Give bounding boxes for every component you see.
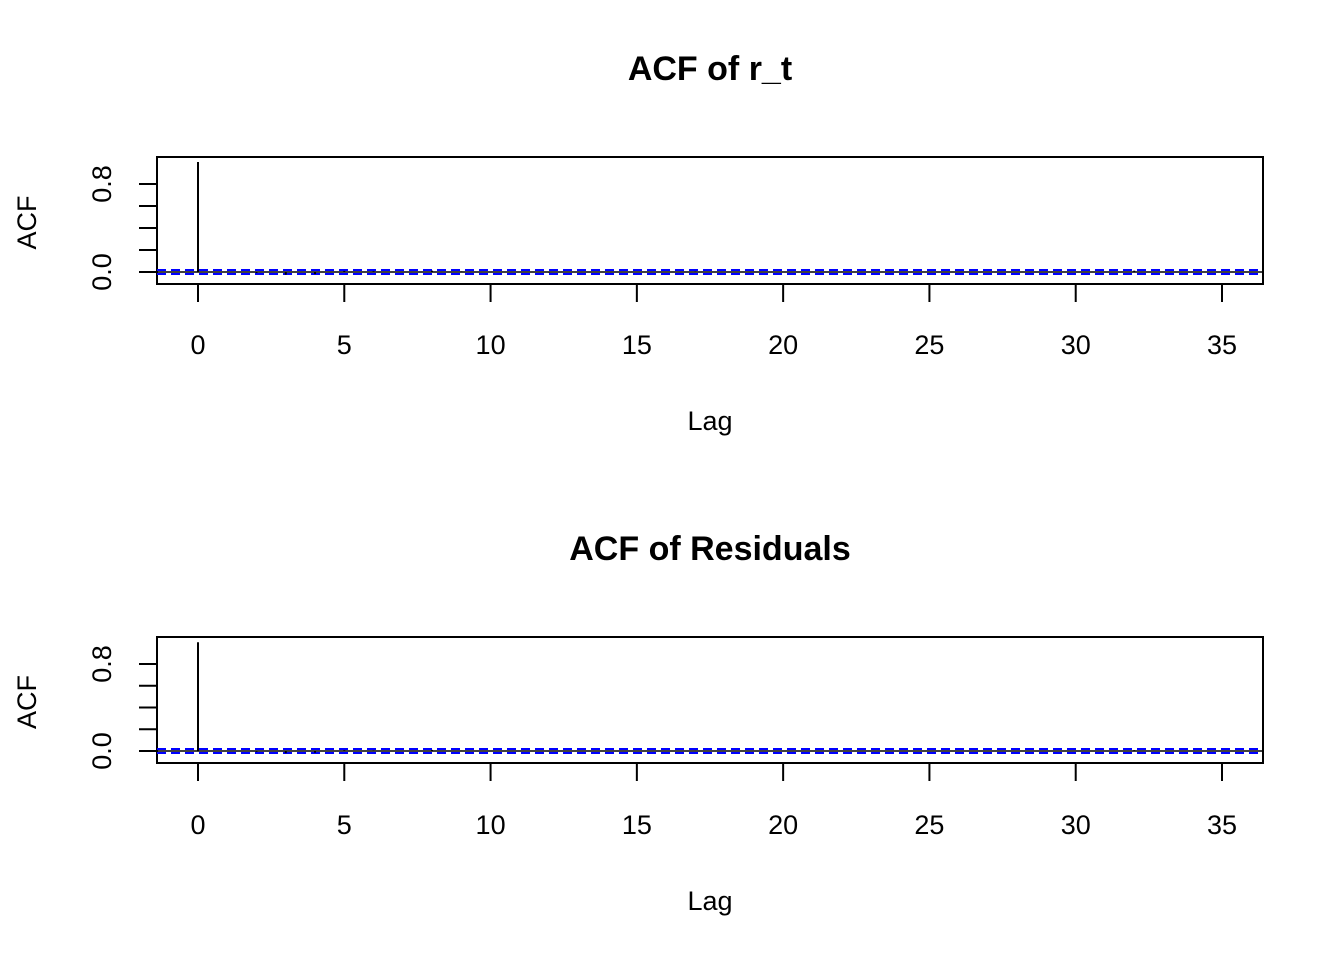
x-tick-label: 35 <box>1207 330 1237 360</box>
x-tick-label: 20 <box>768 330 798 360</box>
y-axis-label: ACF <box>12 675 42 729</box>
chart-title: ACF of Residuals <box>569 530 850 568</box>
y-tick-label: 0.0 <box>87 732 117 770</box>
y-tick-label: 0.0 <box>87 253 117 291</box>
plot-frame <box>156 636 1264 764</box>
y-axis-label: ACF <box>12 196 42 250</box>
x-tick-label: 5 <box>337 810 352 840</box>
acf-panel-r-t: ACF of r_t 0 5 10 15 20 25 30 35 0.0 0.8 Lag ACF <box>12 50 1264 436</box>
x-axis-label: Lag <box>687 406 732 436</box>
x-tick-label: 30 <box>1061 330 1091 360</box>
x-tick-label: 30 <box>1061 810 1091 840</box>
x-tick-label: 5 <box>337 330 352 360</box>
y-tick-label: 0.8 <box>87 165 117 203</box>
x-tick-label: 0 <box>190 810 205 840</box>
x-axis-label: Lag <box>687 886 732 916</box>
acf-panel-residuals: ACF of Residuals 0 5 10 15 20 25 30 35 0.0 0.8 Lag A… <box>12 530 1264 916</box>
x-tick-label: 25 <box>914 810 944 840</box>
x-tick-label: 15 <box>622 330 652 360</box>
x-tick-label: 0 <box>190 330 205 360</box>
x-tick-label: 10 <box>476 810 506 840</box>
y-tick-label: 0.8 <box>87 645 117 683</box>
chart-title: ACF of r_t <box>628 50 792 88</box>
x-tick-label: 15 <box>622 810 652 840</box>
x-tick-label: 20 <box>768 810 798 840</box>
x-tick-label: 10 <box>476 330 506 360</box>
x-tick-label: 35 <box>1207 810 1237 840</box>
plot-frame <box>156 156 1264 285</box>
x-tick-label: 25 <box>914 330 944 360</box>
